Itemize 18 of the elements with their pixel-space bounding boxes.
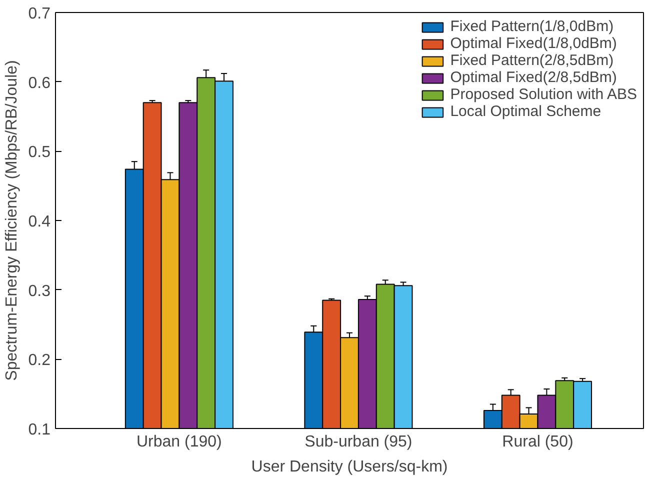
y-tick-label: 0.2 [28, 352, 51, 370]
y-tick-label: 0.3 [28, 282, 51, 300]
legend-label: Fixed Pattern(1/8,0dBm) [450, 18, 614, 35]
y-tick-label: 0.1 [28, 422, 51, 438]
x-tick-label: Sub-urban (95) [304, 434, 412, 450]
y-tick-label: 0.4 [28, 214, 51, 230]
legend-label: Fixed Pattern(2/8,5dBm) [450, 52, 614, 69]
y-axis-title: Spectrum-Energy Efficiency (Mbps/RB/Joule) [3, 60, 20, 381]
legend-label: Local Optimal Scheme [450, 103, 602, 120]
x-tick-label: Rural (50) [502, 434, 574, 450]
legend-label: Optimal Fixed(2/8,5dBm) [450, 69, 617, 86]
y-tick-label: 0.6 [28, 74, 51, 92]
legend-label: Optimal Fixed(1/8,0dBm) [450, 35, 617, 52]
y-tick-label: 0.7 [28, 6, 51, 22]
x-axis-title: User Density (Users/sq-km) [251, 458, 448, 476]
y-tick-label: 0.5 [28, 144, 51, 162]
legend-label: Proposed Solution with ABS [450, 86, 637, 103]
x-tick-label: Urban (190) [136, 434, 222, 450]
